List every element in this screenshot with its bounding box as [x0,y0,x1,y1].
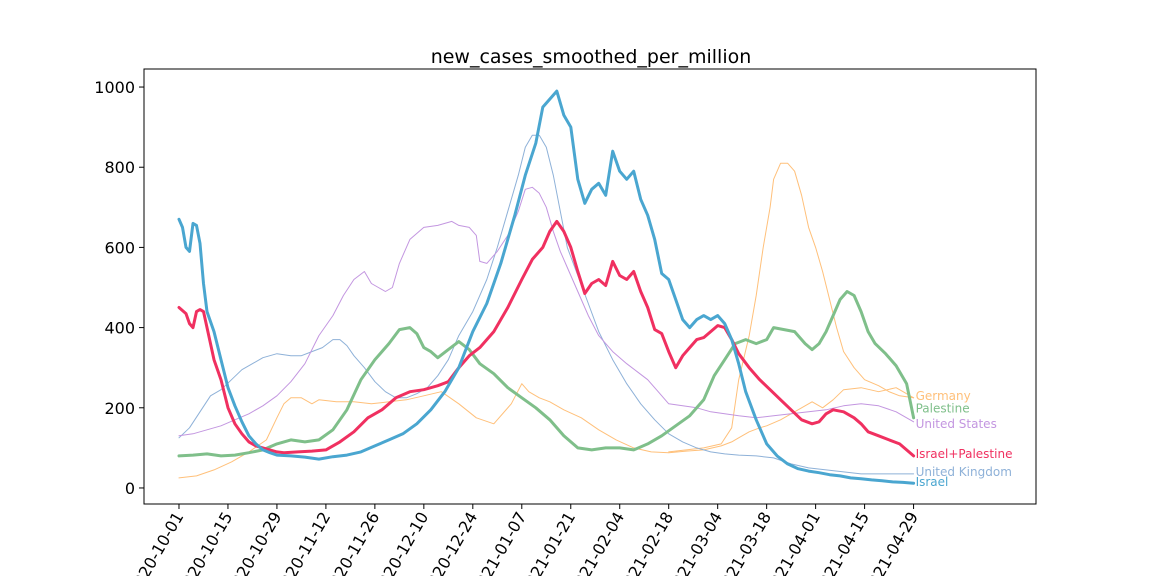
y-axis: 0 200 400 600 800 1000 [94,78,144,498]
plot-frame [143,68,1037,505]
y-tick-label-400: 400 [104,319,135,338]
series-label-germany: Germany [916,389,971,403]
y-tick-label-1000: 1000 [94,78,135,97]
chart-title: new_cases_smoothed_per_million [431,46,752,68]
series-line-israel-palestine-5 [177,219,916,458]
y-tick-label-800: 800 [104,158,135,177]
series-label-israel-palestine: Israel+Palestine [916,447,1013,461]
series-line-united-states-3 [178,186,915,437]
series-label-palestine: Palestine [916,402,970,416]
series-labels: Germany United Kingdom United StatesPalest… [916,389,1013,489]
y-tick-label-0: 0 [125,479,135,498]
series-line-germany-0 [178,383,915,479]
series-label-israel: Israel [916,475,949,489]
y-tick-label-200: 200 [104,399,135,418]
series-label-united-kingdom: United Kingdom [916,465,1012,479]
series-line-palestine-4 [177,290,916,458]
series-line-united-kingdom-2 [178,134,915,475]
series-label-united-states: United States [916,417,997,431]
y-tick-label-600: 600 [104,238,135,257]
x-tick-label-2020-10-01: 2020-10-01 [124,509,187,576]
series-line-israel-6 [177,89,916,485]
series-layer [177,89,916,485]
x-axis: 2020-10-012020-10-152020-10-292020-11-12… [124,504,922,576]
